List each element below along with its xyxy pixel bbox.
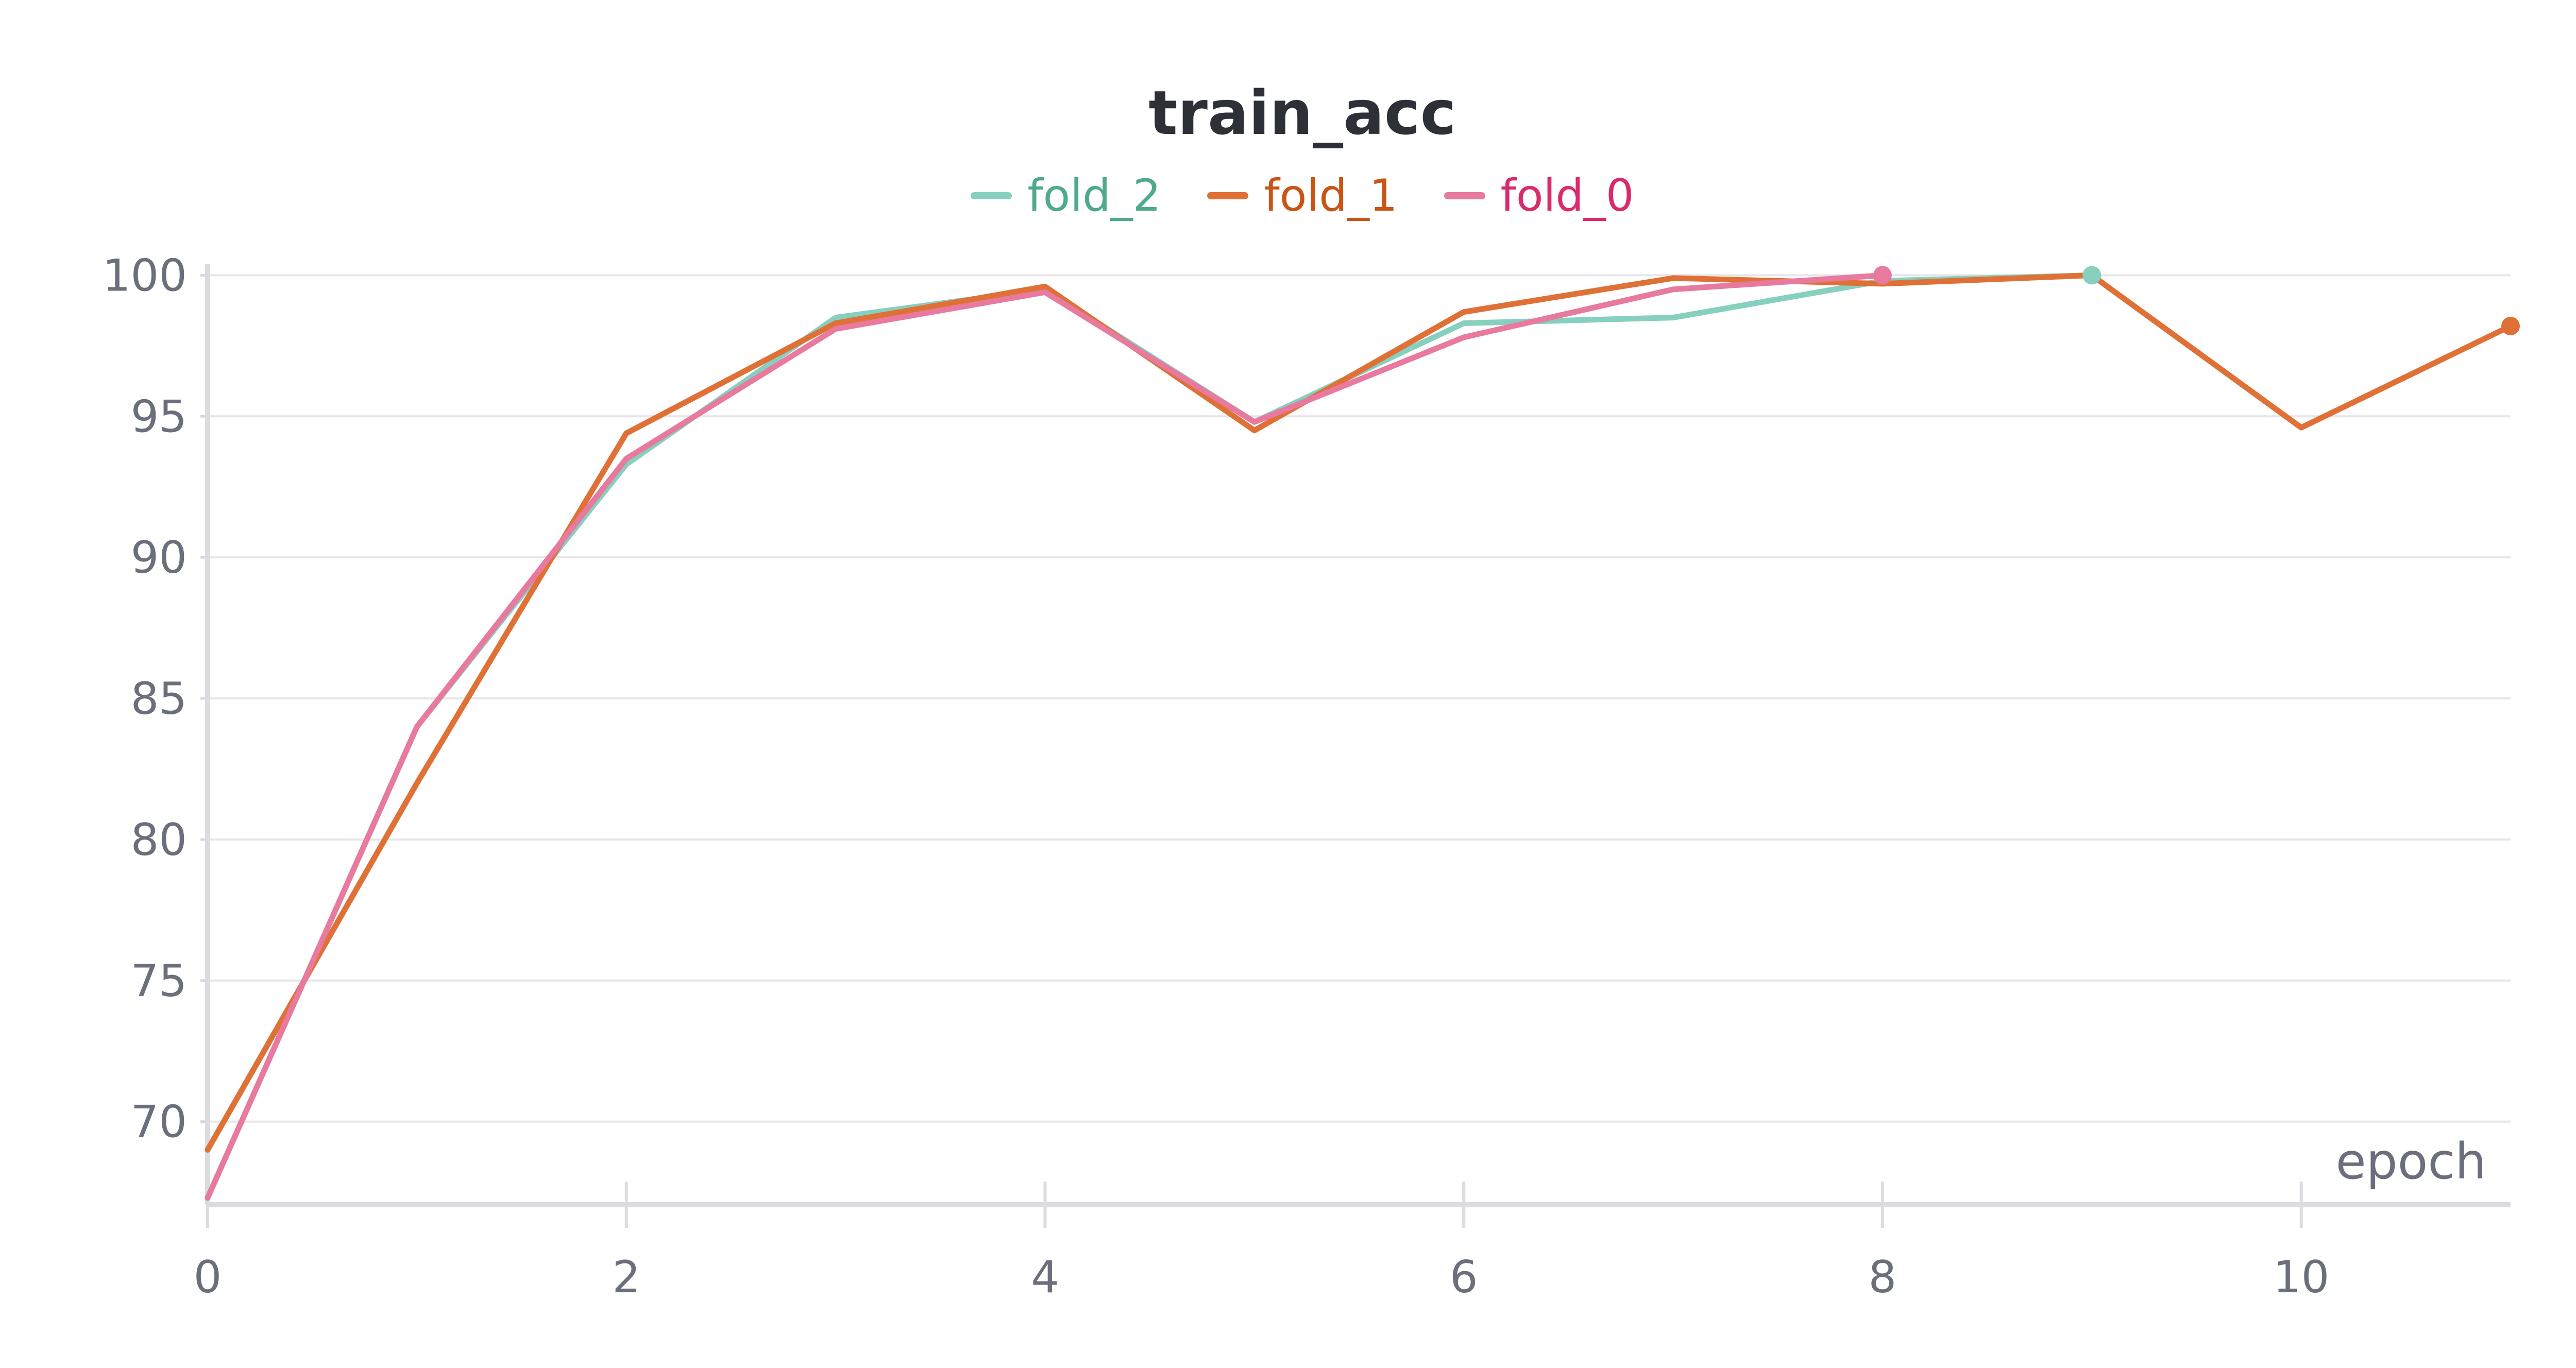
series-end-marker-fold-0	[1873, 266, 1892, 285]
legend-item-fold-0[interactable]: fold_0	[1444, 170, 1634, 221]
legend-swatch-fold-1	[1207, 192, 1249, 199]
legend-swatch-fold-0	[1444, 192, 1485, 199]
legend-label-fold-0: fold_0	[1500, 170, 1634, 221]
legend-label-fold-1: fold_1	[1264, 170, 1398, 221]
y-tick-label-95: 95	[131, 391, 187, 442]
y-tick-label-70: 70	[131, 1097, 187, 1148]
x-tick-label-0: 0	[194, 1252, 222, 1303]
x-axis-label: epoch	[2336, 1133, 2486, 1190]
legend[interactable]: fold_2 fold_1 fold_0	[0, 170, 2576, 221]
legend-label-fold-2: fold_2	[1027, 170, 1161, 221]
end-markers	[1873, 266, 2520, 336]
legend-item-fold-2[interactable]: fold_2	[971, 170, 1161, 221]
series-end-marker-fold-2	[2082, 266, 2102, 285]
chart-title: train_acc	[1148, 77, 1456, 148]
x-tick-label-2: 2	[612, 1252, 640, 1303]
y-tick-label-85: 85	[131, 673, 187, 725]
y-tick-label-80: 80	[131, 814, 187, 866]
axes: 70 75 80 85 90 95 100 0 2 4 6 8 10	[103, 250, 2511, 1303]
legend-swatch-fold-2	[971, 192, 1012, 199]
series-lines	[205, 272, 2514, 1201]
series-line-fold-0	[205, 272, 1886, 1201]
x-tick-label-6: 6	[1450, 1252, 1478, 1303]
series-line-fold-2	[205, 272, 2095, 1201]
y-tick-label-90: 90	[131, 532, 187, 584]
legend-item-fold-1[interactable]: fold_1	[1207, 170, 1398, 221]
y-tick-label-100: 100	[103, 250, 187, 301]
x-tick-label-4: 4	[1031, 1252, 1059, 1303]
grid-lines	[200, 273, 2511, 1123]
y-tick-label-75: 75	[131, 955, 187, 1007]
x-tick-label-10: 10	[2273, 1252, 2329, 1303]
series-end-marker-fold-1	[2501, 317, 2520, 336]
x-tick-label-8: 8	[1869, 1252, 1897, 1303]
series-line-fold-1	[205, 272, 2514, 1153]
